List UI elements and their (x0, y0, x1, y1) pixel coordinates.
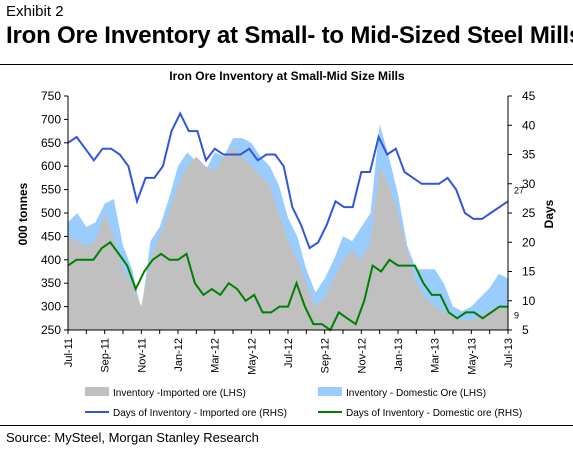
x-tick-label: Sep-11 (100, 338, 112, 373)
left-tick-label: 750 (41, 89, 61, 103)
source-note: Source: MySteel, Morgan Stanley Research (6, 430, 259, 445)
x-tick-label: Jan-13 (393, 338, 405, 372)
imported-days-end-label: 27 (514, 185, 524, 195)
x-tick-label: Nov-12 (356, 338, 368, 373)
domestic-days-end-label: 9 (514, 311, 519, 321)
legend-label-domestic-inventory: Inventory - Domestic Ore (LHS) (346, 388, 486, 399)
x-tick-label: Jul-12 (283, 338, 295, 368)
legend-swatch-imported-inventory (85, 387, 109, 396)
right-tick-label: 5 (522, 323, 529, 337)
right-tick-label: 25 (522, 206, 536, 220)
left-tick-label: 350 (41, 276, 61, 290)
right-tick-label: 45 (522, 89, 536, 103)
left-tick-label: 600 (41, 159, 61, 173)
left-tick-label: 450 (41, 229, 61, 243)
left-tick-label: 650 (41, 136, 61, 150)
right-tick-label: 40 (522, 118, 536, 132)
right-tick-label: 10 (522, 294, 536, 308)
chart: 27 9 250 300 350 400 450 500 550 600 650 700 750 5 10 1… (16, 69, 556, 419)
right-tick-label: 35 (522, 148, 536, 162)
legend-label-imported-days: Days of Inventory - Imported ore (RHS) (113, 408, 287, 419)
top-divider (0, 64, 573, 65)
left-tick-label: 400 (41, 253, 61, 267)
page-title: Iron Ore Inventory at Small- to Mid-Size… (6, 22, 573, 49)
x-tick-label: Jul-13 (503, 338, 515, 368)
left-tick-label: 550 (41, 183, 61, 197)
bottom-divider (0, 425, 573, 426)
left-tick-label: 250 (41, 323, 61, 337)
right-tick-label: 30 (522, 177, 536, 191)
legend-label-imported-inventory: Inventory -Imported ore (LHS) (113, 388, 246, 399)
x-tick-label: Jul-11 (63, 338, 75, 367)
chart-title: Iron Ore Inventory at Small-Mid Size Mil… (169, 69, 405, 83)
right-tick-label: 20 (522, 235, 536, 249)
legend-swatch-domestic-inventory (318, 387, 342, 396)
x-tick-label: Sep-12 (320, 338, 332, 373)
left-axis-label: 000 tonnes (16, 182, 30, 245)
right-axis-label: Days (542, 199, 556, 228)
x-tick-label: Mar-12 (210, 338, 222, 373)
domestic-days-line (67, 240, 508, 332)
left-tick-label: 500 (41, 206, 61, 220)
imported-inventory-area (68, 147, 508, 330)
x-tick-label: Mar-13 (430, 338, 442, 373)
x-tick-label: May-12 (246, 338, 258, 375)
left-tick-label: 700 (41, 112, 61, 126)
imported-days-line (67, 111, 509, 250)
x-tick-label: May-13 (466, 338, 478, 375)
exhibit-label: Exhibit 2 (6, 3, 64, 20)
legend-label-domestic-days: Days of Inventory - Domestic ore (RHS) (346, 408, 522, 419)
x-tick-label: Nov-11 (136, 338, 148, 373)
right-tick-label: 15 (522, 265, 536, 279)
x-tick-label: Jan-12 (173, 338, 185, 372)
left-tick-label: 300 (41, 300, 61, 314)
